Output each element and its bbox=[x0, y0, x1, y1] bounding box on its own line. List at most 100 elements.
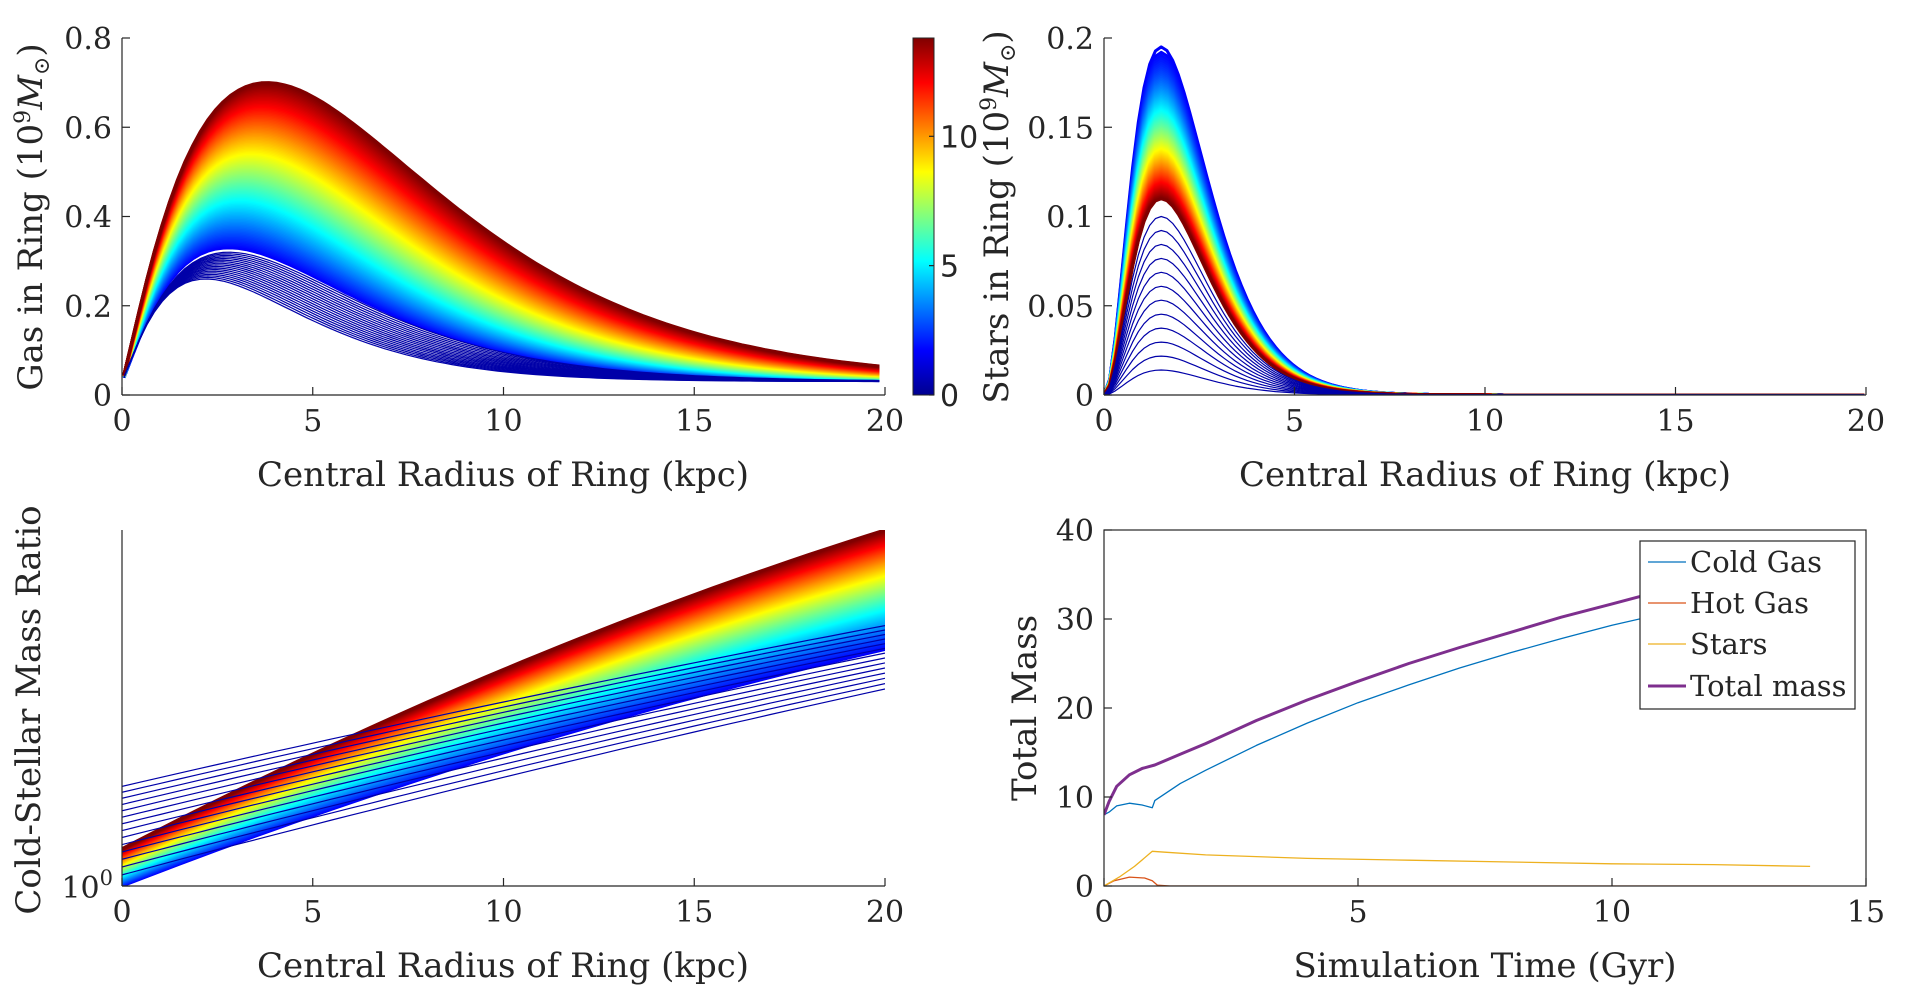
stars-series-early-5 bbox=[1104, 299, 1865, 395]
ratio-x-tick-label-0: 0 bbox=[112, 895, 131, 930]
gas-x-tick-label-1: 5 bbox=[303, 404, 322, 439]
stars-x-tick-label-1: 5 bbox=[1285, 404, 1304, 439]
stars-ylabel-sub: ⊙ bbox=[996, 44, 1021, 62]
gas-ylabel-sub: ⊙ bbox=[30, 57, 55, 75]
gas-y-tick-label-1: 0.2 bbox=[64, 290, 112, 325]
stars-series-early-9 bbox=[1104, 243, 1865, 395]
colorbar-tick-label-1: 5 bbox=[940, 250, 959, 285]
ratio-ytick-base: 10 bbox=[61, 871, 99, 906]
gas-series-late-119 bbox=[122, 81, 880, 376]
ratio-series-early-2 bbox=[122, 677, 885, 860]
ratio-series-early-7 bbox=[122, 652, 885, 825]
ratio-series-early-3 bbox=[122, 672, 885, 853]
total-legend: Cold Gas Hot Gas Stars Total mass bbox=[1639, 540, 1856, 710]
ratio-series-early-9 bbox=[122, 643, 885, 812]
stars-y-tick-label-0: 0 bbox=[1075, 379, 1094, 414]
stars-series-group bbox=[1104, 45, 1865, 395]
total-y-tick-label-3: 30 bbox=[1056, 603, 1094, 638]
ratio-series-early-11 bbox=[122, 633, 885, 799]
stars-x-tick-label-4: 20 bbox=[1847, 404, 1885, 439]
stars-panel: 0 5 10 15 20 0 0.05 0.1 0.15 0.2 Central Radius o… bbox=[977, 22, 1885, 495]
colorbar-tick-label-2: 10 bbox=[940, 120, 978, 155]
total-y-axis-title: Total Mass bbox=[1005, 615, 1045, 801]
total-x-tick-label-0: 0 bbox=[1094, 895, 1113, 930]
ratio-series-early-6 bbox=[122, 657, 885, 832]
gas-y-axis-title: Gas in Ring (109M⊙) bbox=[11, 43, 55, 390]
total-y-tick-label-2: 20 bbox=[1056, 692, 1094, 727]
stars-series-early-4 bbox=[1104, 313, 1865, 395]
ratio-ticks: 0 5 10 15 20 bbox=[112, 878, 904, 930]
gas-y-tick-label-4: 0.8 bbox=[64, 22, 112, 57]
ratio-series-early-5 bbox=[122, 662, 885, 839]
ratio-series-group bbox=[122, 530, 885, 886]
ratio-x-tick-label-2: 10 bbox=[484, 895, 522, 930]
stars-x-tick-label-0: 0 bbox=[1094, 404, 1113, 439]
colorbar-tick-label-0: 0 bbox=[940, 379, 959, 414]
gas-y-tick-label-2: 0.4 bbox=[64, 201, 112, 236]
stars-x-axis-title: Central Radius of Ring (kpc) bbox=[1239, 455, 1731, 495]
total-x-tick-label-2: 10 bbox=[1593, 895, 1631, 930]
stars-ylabel-sup: 9 bbox=[977, 97, 1002, 111]
ratio-series-early-13 bbox=[122, 625, 885, 787]
gas-x-axis-title: Central Radius of Ring (kpc) bbox=[257, 455, 749, 495]
total-x-tick-label-1: 5 bbox=[1348, 895, 1367, 930]
stars-series-early-6 bbox=[1104, 285, 1865, 395]
gas-ylabel-sup: 9 bbox=[11, 110, 36, 124]
stars-y-tick-label-2: 0.1 bbox=[1046, 201, 1094, 236]
gas-y-tick-label-0: 0 bbox=[93, 379, 112, 414]
stars-ylabel-unit: M bbox=[977, 61, 1017, 98]
ratio-series-early-10 bbox=[122, 638, 885, 806]
stars-series-early-2 bbox=[1104, 341, 1865, 395]
ratio-series-early-1 bbox=[122, 683, 885, 868]
stars-ylabel-main: Stars in Ring (10 bbox=[977, 111, 1017, 404]
stars-series-early-10 bbox=[1104, 229, 1865, 395]
total-ticks: 0 5 10 15 0 10 20 30 40 bbox=[1056, 514, 1885, 930]
stars-series-early-0 bbox=[1104, 369, 1865, 395]
ratio-y-axis-title: Cold-Stellar Mass Ratio bbox=[9, 505, 49, 914]
stars-series-early-7 bbox=[1104, 271, 1865, 395]
ratio-x-tick-label-4: 20 bbox=[866, 895, 904, 930]
stars-ylabel-close: ) bbox=[977, 30, 1017, 43]
colorbar-ticks: 0 5 10 bbox=[929, 120, 978, 414]
ratio-x-axis-title: Central Radius of Ring (kpc) bbox=[257, 946, 749, 986]
gas-ylabel-main: Gas in Ring (10 bbox=[11, 124, 51, 391]
total-x-axis-title: Simulation Time (Gyr) bbox=[1293, 946, 1676, 986]
gas-series-group bbox=[122, 81, 880, 383]
legend-label-stars: Stars bbox=[1690, 627, 1768, 661]
legend-label-total-mass: Total mass bbox=[1690, 669, 1847, 703]
gas-x-tick-label-4: 20 bbox=[866, 404, 904, 439]
stars-x-tick-label-3: 15 bbox=[1656, 404, 1694, 439]
gas-series-early-17 bbox=[123, 251, 880, 382]
total-series-stars bbox=[1104, 850, 1811, 886]
colorbar: 0 5 10 bbox=[912, 37, 978, 414]
stars-series-early-3 bbox=[1104, 327, 1865, 395]
total-y-tick-label-4: 40 bbox=[1056, 514, 1094, 549]
stars-ticks: 0 5 10 15 20 0 0.05 0.1 0.15 0.2 bbox=[1027, 22, 1885, 439]
total-x-tick-label-3: 15 bbox=[1847, 895, 1885, 930]
gas-y-tick-label-3: 0.6 bbox=[64, 111, 112, 146]
ratio-panel: 0 5 10 15 20 100 Central Radius of Ring (kpc… bbox=[9, 505, 904, 986]
ratio-series-late-119 bbox=[122, 530, 885, 851]
ratio-x-tick-label-1: 5 bbox=[303, 895, 322, 930]
total-y-tick-label-1: 10 bbox=[1056, 781, 1094, 816]
ratio-ytick-exp: 0 bbox=[100, 866, 113, 890]
gas-ticks: 0 5 10 15 20 0 0.2 0.4 0.6 0.8 bbox=[64, 22, 904, 439]
colorbar-gradient bbox=[912, 37, 935, 396]
gas-panel: 0 5 10 15 20 0 0.2 0.4 0.6 0.8 Central Radius of … bbox=[11, 22, 904, 495]
gas-x-tick-label-2: 10 bbox=[484, 404, 522, 439]
total-y-tick-label-0: 0 bbox=[1075, 870, 1094, 905]
gas-ylabel-unit: M bbox=[11, 74, 51, 111]
ratio-series-early-0 bbox=[122, 688, 885, 876]
stars-series-early-1 bbox=[1104, 355, 1865, 395]
total-series-hot-gas bbox=[1104, 876, 1811, 886]
stars-x-tick-label-2: 10 bbox=[1466, 404, 1504, 439]
gas-ylabel-close: ) bbox=[11, 43, 51, 56]
total-panel: 0 5 10 15 0 10 20 30 40 Simulation Time (Gyr) To… bbox=[1005, 514, 1885, 986]
ratio-y-tick-label-1: 100 bbox=[61, 866, 113, 906]
ratio-series-early-4 bbox=[122, 667, 885, 846]
stars-series-early-8 bbox=[1104, 257, 1865, 395]
legend-label-cold-gas: Cold Gas bbox=[1690, 545, 1822, 579]
gas-x-tick-label-3: 15 bbox=[675, 404, 713, 439]
stars-y-tick-label-4: 0.2 bbox=[1046, 22, 1094, 57]
